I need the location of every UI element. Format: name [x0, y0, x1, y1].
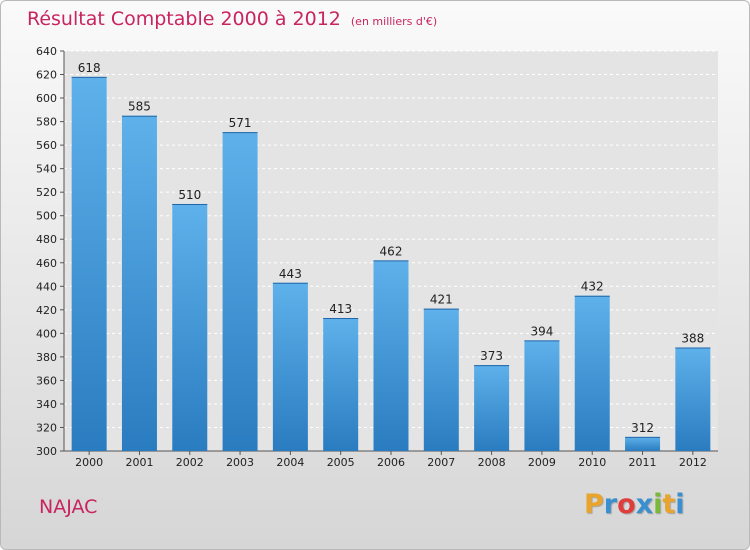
- bar-value-label: 443: [279, 267, 302, 281]
- x-tick-label: 2005: [327, 456, 355, 469]
- x-tick-label: 2010: [578, 456, 606, 469]
- y-tick-label: 300: [36, 445, 57, 458]
- y-tick-label: 640: [36, 45, 57, 58]
- x-tick-label: 2000: [75, 456, 103, 469]
- bar-value-label: 373: [480, 349, 503, 363]
- bar: [121, 115, 157, 452]
- x-tick-label: 2008: [478, 456, 506, 469]
- bar-value-label: 585: [128, 100, 151, 114]
- y-tick-label: 520: [36, 186, 57, 199]
- y-tick-label: 620: [36, 69, 57, 82]
- bar: [524, 340, 560, 451]
- bar: [474, 365, 510, 451]
- x-tick-label: 2006: [377, 456, 405, 469]
- bar-value-label: 312: [631, 421, 654, 435]
- x-tick-label: 2004: [276, 456, 304, 469]
- logo-letter: t: [662, 489, 676, 520]
- x-tick-label: 2012: [679, 456, 707, 469]
- y-tick-label: 320: [36, 421, 57, 434]
- y-tick-label: 480: [36, 233, 57, 246]
- bar: [373, 260, 409, 451]
- bar-value-label: 388: [681, 331, 704, 345]
- logo-letter: i: [653, 489, 663, 520]
- x-tick-label: 2002: [176, 456, 204, 469]
- y-tick-label: 580: [36, 116, 57, 129]
- y-tick-label: 420: [36, 304, 57, 317]
- y-tick-label: 360: [36, 374, 57, 387]
- bar-value-label: 413: [329, 302, 352, 316]
- bar-value-label: 421: [430, 293, 453, 307]
- bar-value-label: 571: [229, 116, 252, 130]
- bar-value-label: 618: [78, 61, 101, 75]
- bar: [272, 282, 308, 451]
- y-tick-label: 380: [36, 351, 57, 364]
- y-tick-label: 600: [36, 92, 57, 105]
- bar: [323, 318, 359, 451]
- logo-letter: r: [603, 489, 618, 520]
- bar-value-label: 462: [380, 244, 403, 258]
- bar: [71, 76, 107, 451]
- x-tick-label: 2003: [226, 456, 254, 469]
- bar-value-label: 510: [178, 188, 201, 202]
- x-tick-label: 2011: [629, 456, 657, 469]
- bar-value-label: 394: [530, 324, 553, 338]
- y-tick-label: 540: [36, 163, 57, 176]
- x-tick-label: 2009: [528, 456, 556, 469]
- proxiti-logo[interactable]: Proxiti: [584, 489, 685, 520]
- bar: [423, 308, 459, 451]
- x-tick-label: 2007: [427, 456, 455, 469]
- bar: [675, 347, 711, 451]
- y-tick-label: 500: [36, 210, 57, 223]
- logo-letter: i: [675, 489, 685, 520]
- y-tick-label: 460: [36, 257, 57, 270]
- logo-letter: x: [635, 489, 654, 520]
- chart-subtitle: (en milliers d'€): [350, 15, 438, 28]
- bar-value-label: 432: [581, 280, 604, 294]
- logo-letter: P: [584, 489, 604, 520]
- logo-letter: o: [617, 489, 636, 520]
- bar: [172, 203, 208, 451]
- bar: [625, 436, 661, 451]
- y-tick-label: 400: [36, 327, 57, 340]
- y-tick-label: 340: [36, 398, 57, 411]
- y-tick-label: 560: [36, 139, 57, 152]
- chart-title: Résultat Comptable 2000 à 2012: [27, 8, 341, 30]
- title-row: Résultat Comptable 2000 à 2012 (en millie…: [27, 8, 437, 30]
- y-tick-label: 440: [36, 280, 57, 293]
- bar: [574, 295, 610, 451]
- place-name: NAJAC: [39, 496, 98, 518]
- x-tick-label: 2001: [125, 456, 153, 469]
- bar: [222, 132, 258, 452]
